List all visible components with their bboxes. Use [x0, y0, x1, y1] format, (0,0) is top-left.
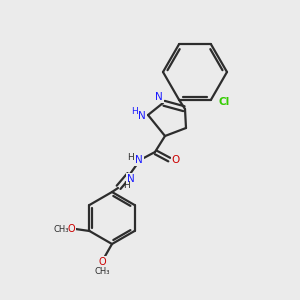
Text: N: N	[127, 174, 135, 184]
Text: O: O	[172, 155, 180, 165]
Text: N: N	[138, 111, 146, 121]
Text: H: H	[130, 106, 137, 116]
Text: H: H	[128, 152, 134, 161]
Text: H: H	[124, 181, 130, 190]
Text: N: N	[155, 92, 163, 102]
Text: N: N	[135, 155, 143, 165]
Text: O: O	[68, 224, 75, 234]
Text: CH₃: CH₃	[94, 268, 110, 277]
Text: O: O	[98, 257, 106, 267]
Text: Cl: Cl	[218, 97, 230, 107]
Text: CH₃: CH₃	[54, 224, 69, 233]
